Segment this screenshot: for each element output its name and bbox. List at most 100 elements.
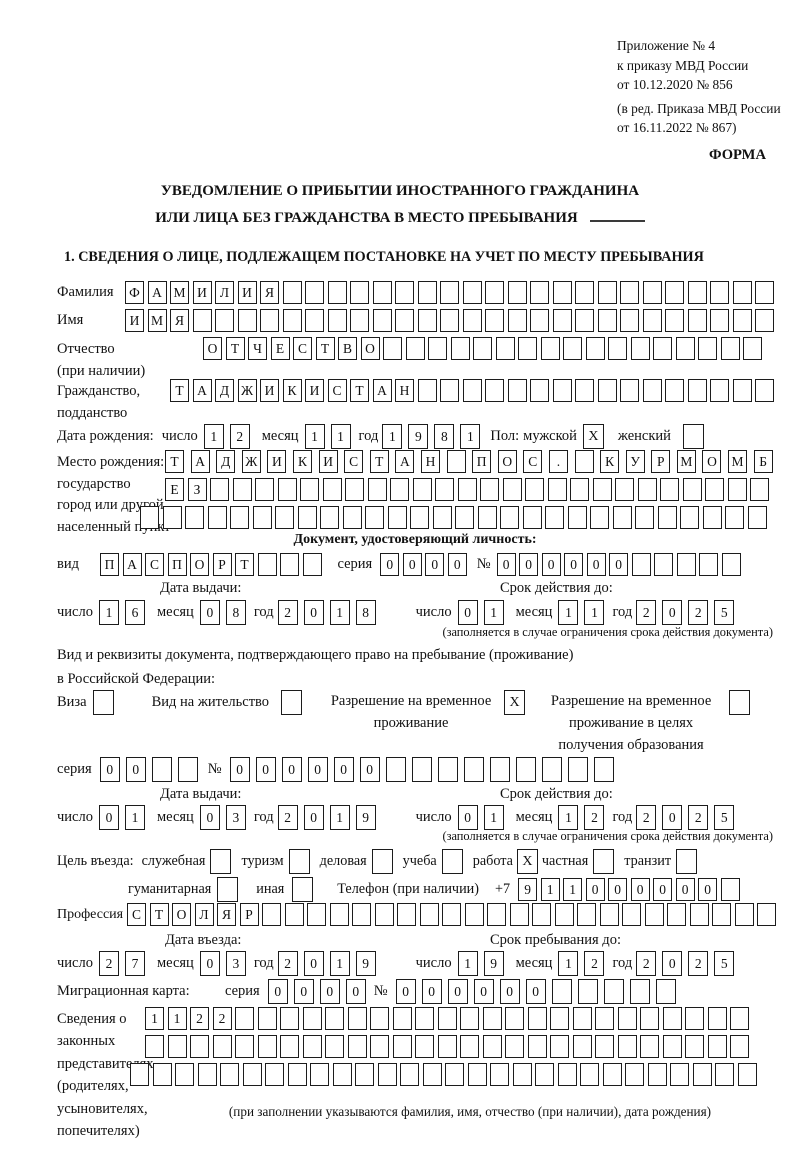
char-cell[interactable]: [685, 1007, 704, 1030]
char-cell[interactable]: [372, 281, 392, 304]
char-cell[interactable]: [450, 337, 470, 360]
char-cell[interactable]: 1: [558, 951, 579, 976]
char-cell[interactable]: П: [167, 553, 187, 576]
char-cell[interactable]: [374, 903, 394, 926]
char-cell[interactable]: 6: [124, 600, 145, 625]
char-cell[interactable]: [699, 553, 719, 576]
char-cell[interactable]: Т: [149, 903, 169, 926]
char-cell[interactable]: .: [548, 450, 568, 473]
char-cell[interactable]: О: [497, 450, 517, 473]
char-cell[interactable]: [743, 337, 762, 360]
char-cell[interactable]: [575, 281, 594, 304]
char-cell[interactable]: [462, 379, 482, 402]
char-cell[interactable]: [437, 1007, 457, 1030]
char-cell[interactable]: М: [676, 450, 696, 473]
char-cell[interactable]: 2: [636, 951, 657, 976]
char-cell[interactable]: 9: [408, 424, 429, 449]
char-cell[interactable]: 0: [662, 805, 683, 830]
char-cell[interactable]: [597, 281, 617, 304]
char-cell[interactable]: [350, 309, 369, 332]
char-cell[interactable]: 2: [277, 805, 298, 830]
char-cell[interactable]: [440, 281, 459, 304]
char-cell[interactable]: 0: [653, 878, 673, 901]
char-cell[interactable]: [322, 478, 342, 501]
char-cell[interactable]: [512, 1063, 532, 1086]
char-cell[interactable]: [541, 757, 562, 782]
char-cell[interactable]: [622, 903, 641, 926]
char-cell[interactable]: [422, 1063, 442, 1086]
char-cell[interactable]: [302, 553, 322, 576]
char-cell[interactable]: [640, 1035, 659, 1058]
char-cell[interactable]: [637, 478, 657, 501]
char-cell[interactable]: [310, 1063, 329, 1086]
char-cell[interactable]: К: [282, 379, 302, 402]
char-cell[interactable]: 0: [199, 805, 220, 830]
purpose-official-checkbox[interactable]: [210, 849, 232, 874]
char-cell[interactable]: 9: [355, 805, 376, 830]
char-cell[interactable]: Ф: [125, 281, 144, 304]
purpose-tourism-checkbox[interactable]: [288, 849, 310, 874]
char-cell[interactable]: [390, 478, 409, 501]
char-cell[interactable]: 0: [564, 553, 584, 576]
char-cell[interactable]: [585, 337, 605, 360]
char-cell[interactable]: [680, 506, 699, 529]
purpose-private-checkbox[interactable]: [593, 849, 615, 874]
char-cell[interactable]: [670, 1063, 689, 1086]
char-cell[interactable]: 9: [483, 951, 504, 976]
char-cell[interactable]: 2: [277, 951, 298, 976]
char-cell[interactable]: [385, 757, 406, 782]
char-cell[interactable]: [509, 903, 529, 926]
char-cell[interactable]: [392, 1007, 412, 1030]
char-cell[interactable]: Е: [270, 337, 290, 360]
char-cell[interactable]: [485, 281, 504, 304]
char-cell[interactable]: 0: [333, 757, 354, 782]
char-cell[interactable]: [552, 379, 572, 402]
char-cell[interactable]: [442, 903, 461, 926]
char-cell[interactable]: 0: [402, 553, 422, 576]
char-cell[interactable]: [552, 281, 572, 304]
char-cell[interactable]: [755, 309, 774, 332]
char-cell[interactable]: [305, 281, 324, 304]
char-cell[interactable]: О: [172, 903, 191, 926]
char-cell[interactable]: [630, 337, 650, 360]
char-cell[interactable]: 0: [457, 600, 478, 625]
char-cell[interactable]: У: [625, 450, 645, 473]
char-cell[interactable]: 2: [636, 600, 657, 625]
char-cell[interactable]: 0: [473, 979, 494, 1004]
char-cell[interactable]: [347, 1007, 367, 1030]
char-cell[interactable]: 1: [558, 600, 579, 625]
char-cell[interactable]: [642, 379, 662, 402]
char-cell[interactable]: [732, 309, 752, 332]
char-cell[interactable]: А: [372, 379, 392, 402]
char-cell[interactable]: [265, 1063, 284, 1086]
char-cell[interactable]: [750, 478, 769, 501]
char-cell[interactable]: [151, 757, 172, 782]
char-cell[interactable]: [620, 309, 639, 332]
char-cell[interactable]: [631, 553, 651, 576]
char-cell[interactable]: [720, 878, 740, 901]
char-cell[interactable]: [395, 281, 414, 304]
char-cell[interactable]: [662, 1007, 682, 1030]
char-cell[interactable]: [415, 1007, 434, 1030]
char-cell[interactable]: [235, 1007, 254, 1030]
char-cell[interactable]: [640, 1007, 659, 1030]
char-cell[interactable]: [262, 903, 281, 926]
char-cell[interactable]: Е: [165, 478, 184, 501]
char-cell[interactable]: [457, 478, 477, 501]
char-cell[interactable]: [489, 757, 510, 782]
char-cell[interactable]: 2: [212, 1007, 232, 1030]
char-cell[interactable]: [662, 1035, 682, 1058]
char-cell[interactable]: [595, 1007, 614, 1030]
char-cell[interactable]: 8: [355, 600, 376, 625]
char-cell[interactable]: [617, 1007, 637, 1030]
char-cell[interactable]: [428, 337, 447, 360]
char-cell[interactable]: 0: [281, 757, 302, 782]
char-cell[interactable]: И: [267, 450, 287, 473]
char-cell[interactable]: [530, 309, 549, 332]
char-cell[interactable]: 0: [229, 757, 250, 782]
char-cell[interactable]: [675, 337, 695, 360]
char-cell[interactable]: [175, 1063, 194, 1086]
char-cell[interactable]: 0: [395, 979, 416, 1004]
char-cell[interactable]: [707, 1007, 727, 1030]
char-cell[interactable]: 3: [225, 951, 246, 976]
